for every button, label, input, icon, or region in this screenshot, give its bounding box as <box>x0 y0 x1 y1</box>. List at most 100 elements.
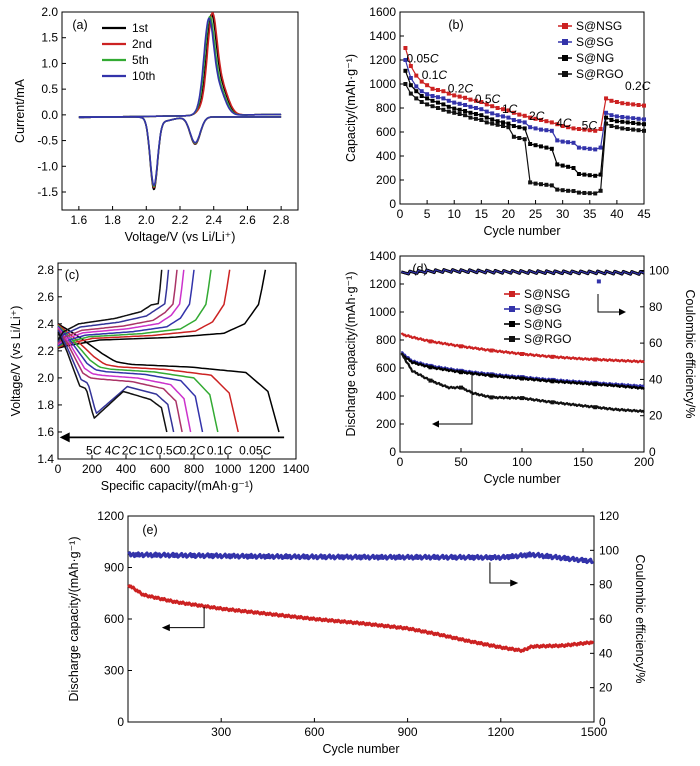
rate-point <box>528 125 533 130</box>
rate-point <box>435 100 440 105</box>
legend-marker <box>562 71 568 77</box>
cv-anodic-curve <box>78 13 282 119</box>
rate-point <box>511 110 516 115</box>
rate-point <box>560 188 565 193</box>
rate-point <box>479 107 484 112</box>
capacity-pointer-head <box>432 420 439 428</box>
capacity-point <box>489 395 494 400</box>
rate-point <box>614 114 619 119</box>
rate-point <box>528 115 533 120</box>
rate-point <box>582 146 587 151</box>
rate-point <box>576 145 581 150</box>
label-part: 1 <box>502 102 509 116</box>
legend-marker <box>562 39 568 45</box>
rate-point <box>604 121 609 126</box>
rate-point <box>620 126 625 131</box>
legend-label: S@SG <box>524 302 562 316</box>
capacity-point <box>550 379 555 384</box>
rate-point <box>430 94 435 98</box>
label-part: C <box>464 81 473 95</box>
efficiency-point <box>544 553 550 559</box>
rate-point <box>631 102 636 107</box>
rate-arrow-label: 1C <box>139 443 155 457</box>
x-tick-label: 15 <box>475 207 489 221</box>
legend-label: S@RGO <box>524 332 572 346</box>
rate-arrow-label: 2C <box>122 443 138 457</box>
x-tick-label: 1500 <box>581 725 608 739</box>
rate-point <box>452 93 457 98</box>
capacity-point <box>428 365 433 370</box>
legend-marker <box>509 336 515 342</box>
x-tick-label: 0 <box>397 207 404 221</box>
label-part: 2 <box>122 443 129 457</box>
label-part: C <box>563 116 572 130</box>
rate-arrow-head <box>59 432 70 443</box>
charge-curve <box>57 269 231 349</box>
efficiency-point <box>339 554 345 560</box>
capacity-pointer <box>436 374 473 425</box>
y-tick-label: 300 <box>104 664 124 678</box>
rate-annotation: 5C <box>582 119 598 133</box>
efficiency-point <box>526 552 532 558</box>
rate-point <box>511 124 516 128</box>
label-part: C <box>196 443 205 457</box>
capacity-point <box>550 354 555 359</box>
legend-label: S@NG <box>524 317 562 331</box>
discharge-curve <box>57 329 175 433</box>
y-tick-label: -1.5 <box>37 185 58 199</box>
y-tick-label: 600 <box>376 361 396 375</box>
x-tick-label: 5 <box>424 207 431 221</box>
rate-point <box>446 104 451 109</box>
y-tick-label: -0.5 <box>37 134 58 148</box>
rate-point <box>463 109 468 113</box>
rate-point <box>598 145 603 150</box>
rate-point <box>408 64 413 68</box>
legend-marker <box>562 23 568 29</box>
rate-arrow-label: 0.1C <box>207 443 233 457</box>
cv-cathodic-curve <box>78 116 282 191</box>
charge-curve <box>57 269 212 348</box>
y-tick-label: 1.8 <box>37 398 54 412</box>
y-tick-label: 900 <box>104 561 124 575</box>
capacity-point <box>520 376 524 381</box>
rate-point <box>560 163 565 168</box>
x-tick-label: 2.2 <box>172 213 189 227</box>
rate-point <box>576 190 581 195</box>
y-axis-label: Voltage/V (vs Li/Li⁺) <box>9 306 23 417</box>
rate-point <box>636 103 641 107</box>
x-tick-label: 600 <box>150 462 170 476</box>
rate-point <box>593 147 598 152</box>
rate-point <box>533 181 538 186</box>
rate-arrow-label: 0.2C <box>180 443 206 457</box>
capacity-point <box>489 373 494 378</box>
rate-point <box>533 116 538 121</box>
rate-point <box>419 94 424 98</box>
discharge-curve <box>57 324 219 433</box>
rate-point <box>614 100 619 104</box>
rate-point <box>441 107 446 112</box>
efficiency-point <box>283 554 289 560</box>
label-part: 0.05 <box>407 51 431 65</box>
rate-annotation: 1C <box>502 102 518 116</box>
legend-marker <box>509 291 515 297</box>
efficiency-point <box>209 553 215 559</box>
y-right-tick-label: 120 <box>599 509 619 523</box>
rate-point <box>468 115 473 120</box>
label-part: 0.2 <box>625 79 642 93</box>
rate-point <box>533 143 538 148</box>
x-tick-label: 0 <box>55 462 62 476</box>
rate-point <box>522 120 527 125</box>
y-right-tick-label: 100 <box>599 543 619 557</box>
charge-curve <box>57 269 267 349</box>
y-tick-label: 200 <box>376 173 396 187</box>
rate-point <box>419 100 424 104</box>
rate-point <box>435 106 440 110</box>
rate-point <box>571 189 576 194</box>
cv-cathodic-curve <box>78 116 282 188</box>
rate-point <box>484 109 489 114</box>
rate-arrow-label: 0.5C <box>156 443 182 457</box>
rate-point <box>522 137 527 142</box>
label-part: 5 <box>86 443 93 457</box>
rate-point <box>544 119 549 124</box>
